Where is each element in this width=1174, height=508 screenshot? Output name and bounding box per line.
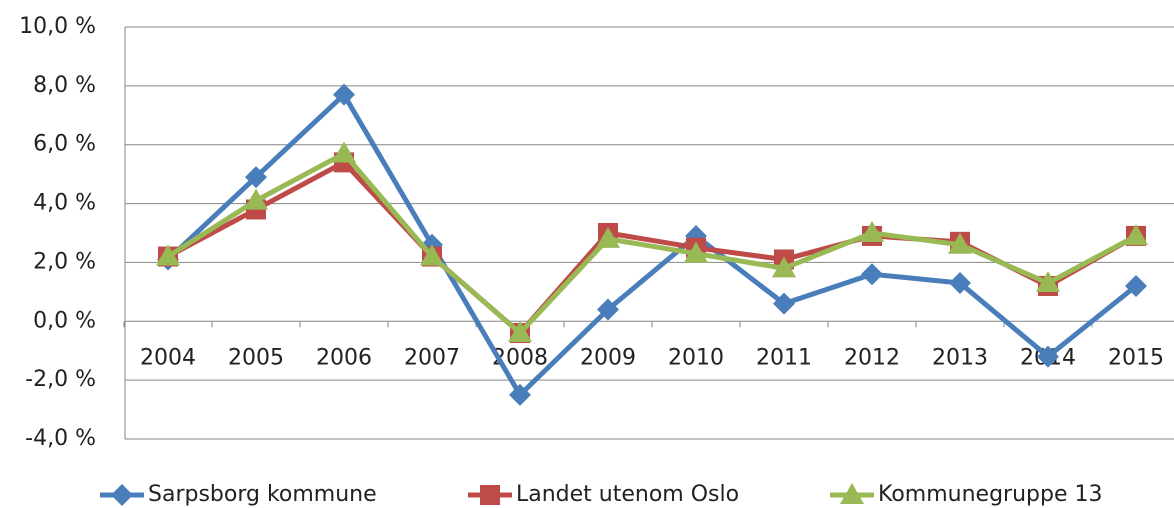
y-tick-label: 4,0 % bbox=[33, 191, 96, 216]
point bbox=[948, 232, 972, 254]
legend-label: Landet utenom Oslo bbox=[516, 482, 739, 507]
legend-label: Kommunegruppe 13 bbox=[878, 482, 1102, 507]
x-tick-label: 2012 bbox=[844, 345, 900, 370]
point bbox=[508, 321, 532, 343]
point bbox=[596, 226, 620, 248]
point bbox=[1036, 271, 1060, 293]
y-tick-label: 8,0 % bbox=[33, 73, 96, 98]
point bbox=[773, 292, 795, 315]
point bbox=[245, 166, 267, 189]
legend-marker bbox=[840, 483, 864, 504]
point bbox=[244, 188, 268, 210]
legend-item: Sarpsborg kommune bbox=[100, 482, 377, 507]
point bbox=[772, 256, 796, 278]
point bbox=[860, 221, 884, 242]
point bbox=[684, 241, 708, 263]
series-line bbox=[166, 151, 1138, 336]
point bbox=[1037, 345, 1059, 368]
series-line bbox=[166, 92, 1138, 398]
point bbox=[597, 298, 619, 321]
x-tick-label: 2011 bbox=[756, 345, 812, 370]
legend-label: Sarpsborg kommune bbox=[148, 482, 377, 507]
legend-marker bbox=[480, 485, 500, 505]
y-tick-label: -4,0 % bbox=[25, 426, 96, 451]
x-tick-label: 2004 bbox=[140, 345, 196, 370]
legend-marker bbox=[111, 484, 133, 506]
point bbox=[1124, 223, 1148, 245]
point bbox=[509, 383, 531, 406]
y-tick-label: 10,0 % bbox=[19, 14, 96, 39]
point bbox=[156, 244, 180, 266]
point bbox=[333, 83, 355, 106]
y-tick-label: 6,0 % bbox=[33, 132, 96, 157]
y-tick-label: -2,0 % bbox=[25, 367, 96, 392]
x-tick-label: 2010 bbox=[668, 345, 724, 370]
point bbox=[861, 263, 883, 286]
y-tick-label: 2,0 % bbox=[33, 249, 96, 274]
x-tick-label: 2013 bbox=[932, 345, 988, 370]
legend-item: Kommunegruppe 13 bbox=[830, 482, 1102, 507]
x-tick-label: 2009 bbox=[580, 345, 636, 370]
y-tick-label: 0,0 % bbox=[33, 308, 96, 333]
x-tick-label: 2007 bbox=[404, 345, 460, 370]
point bbox=[1125, 274, 1147, 297]
legend-item: Landet utenom Oslo bbox=[468, 482, 739, 507]
x-tick-label: 2015 bbox=[1108, 345, 1164, 370]
x-tick-label: 2005 bbox=[228, 345, 284, 370]
point bbox=[420, 244, 444, 266]
point bbox=[949, 272, 971, 295]
point bbox=[332, 141, 356, 163]
x-tick-label: 2006 bbox=[316, 345, 372, 370]
